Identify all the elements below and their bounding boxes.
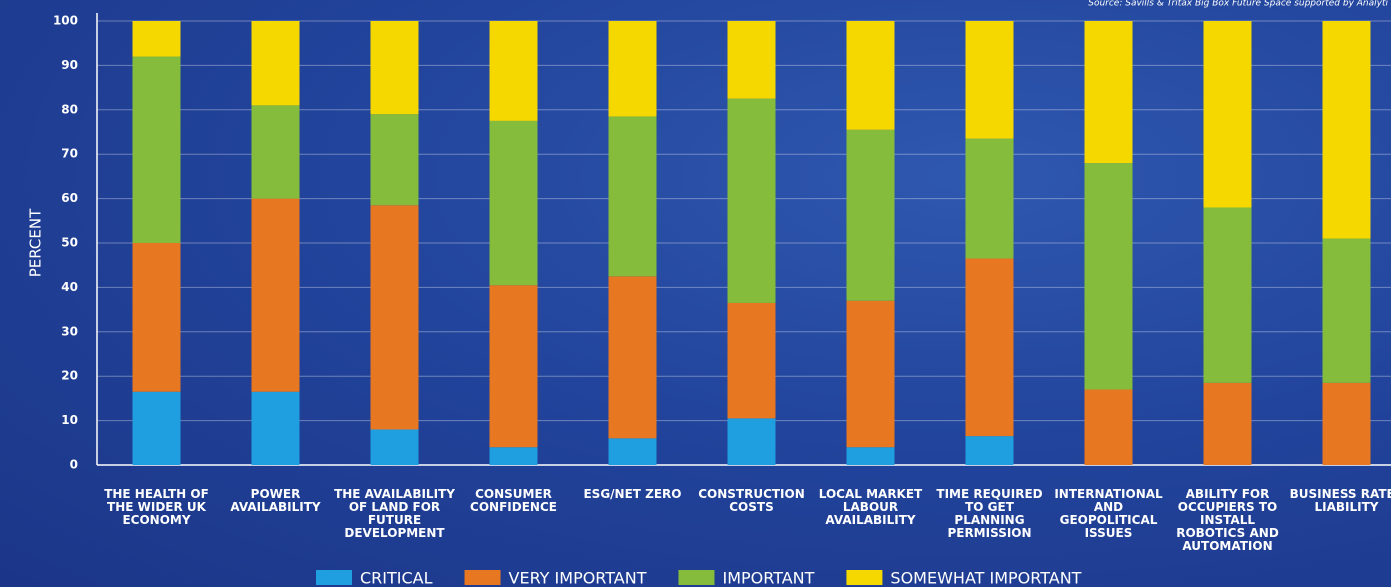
bar-segment (1084, 163, 1133, 390)
x-tick-label: ABILITY FOR OCCUPIERS TO INSTALL ROBOTIC… (1176, 487, 1279, 553)
x-tick-label: CONSTRUCTION COSTS (698, 487, 805, 514)
y-tick-label: 70 (61, 147, 78, 161)
bar-segment (965, 436, 1014, 465)
bar-segment (608, 116, 657, 277)
bar-segment (727, 418, 776, 465)
x-tick-label: LOCAL MARKET LABOUR AVAILABILITY (818, 487, 923, 527)
x-tick-label: ESG/NET ZERO (583, 487, 682, 501)
bar-segment (846, 447, 895, 465)
y-tick-label: 100 (53, 14, 78, 28)
bar-segment (251, 105, 300, 199)
x-tick-label: POWER AVAILABILITY (230, 487, 321, 514)
bar-segment (132, 391, 181, 465)
y-tick-label: 80 (61, 102, 78, 116)
bar-segment (1203, 382, 1252, 465)
bar-segment (608, 21, 657, 117)
bar-segment (370, 429, 419, 465)
y-tick-label: 30 (61, 324, 78, 338)
legend-label: SOMEWHAT IMPORTANT (890, 569, 1081, 587)
bar-segment (965, 258, 1014, 437)
bar-segment (608, 276, 657, 439)
bar-segment (489, 447, 538, 465)
bar-segment (132, 56, 181, 243)
x-tick-label: TIME REQUIRED TO GET PLANNING PERMISSION (936, 487, 1043, 540)
y-tick-label: 10 (61, 413, 78, 427)
bar-segment (370, 114, 419, 206)
bar-segment (1322, 382, 1371, 465)
y-tick-label: 90 (61, 58, 78, 72)
bar-segment (132, 21, 181, 57)
x-tick-label: CONSUMER CONFIDENCE (470, 487, 557, 514)
bar-segment (132, 243, 181, 392)
bar-segment (608, 438, 657, 465)
bar-segment (846, 21, 895, 130)
bar-segment (489, 21, 538, 121)
bar-segment (846, 129, 895, 301)
legend-swatch (464, 570, 501, 585)
x-tick-label: BUSINESS RATES LIABILITY (1289, 487, 1391, 514)
bar-segment (251, 391, 300, 465)
y-axis-label: PERCENT (27, 208, 45, 277)
bar-segment (846, 300, 895, 448)
bar-segment (489, 120, 538, 286)
x-tick-label: THE HEALTH OF THE WIDER UK ECONOMY (104, 487, 209, 527)
legend-swatch (316, 570, 352, 585)
source: Source: Savills & Tritax Big Box Future … (1088, 0, 1388, 9)
legend-label: IMPORTANT (722, 569, 814, 587)
bar-segment (1322, 238, 1371, 383)
bar-segment (251, 21, 300, 106)
bar-segment (727, 98, 776, 303)
bar-segment (489, 285, 538, 448)
legend-swatch (678, 570, 715, 585)
x-tick-label: THE AVAILABILITY OF LAND FOR FUTURE DEVE… (334, 487, 455, 540)
bar-segment (1203, 21, 1252, 208)
bar-segment (1322, 21, 1371, 239)
legend-label: VERY IMPORTANT (509, 569, 647, 587)
bar-segment (1084, 21, 1133, 164)
bar-segment (727, 302, 776, 419)
bar-segment (965, 21, 1014, 139)
legend-label: CRITICAL (360, 569, 433, 587)
y-tick-label: 60 (61, 191, 78, 205)
y-tick-label: 20 (61, 369, 78, 383)
bar-segment (965, 138, 1014, 259)
bar-segment (1084, 389, 1133, 465)
bar-segment (727, 21, 776, 99)
bar-segment (1203, 207, 1252, 383)
legend-swatch (846, 570, 883, 585)
bar-segment (370, 205, 419, 430)
y-tick-label: 50 (61, 236, 78, 250)
x-tick-label: INTERNATIONAL AND GEOPOLITICAL ISSUES (1054, 487, 1163, 540)
bar-segment (251, 198, 300, 392)
bar-segment (370, 21, 419, 115)
y-tick-label: 0 (70, 458, 78, 472)
y-tick-label: 40 (61, 280, 78, 294)
